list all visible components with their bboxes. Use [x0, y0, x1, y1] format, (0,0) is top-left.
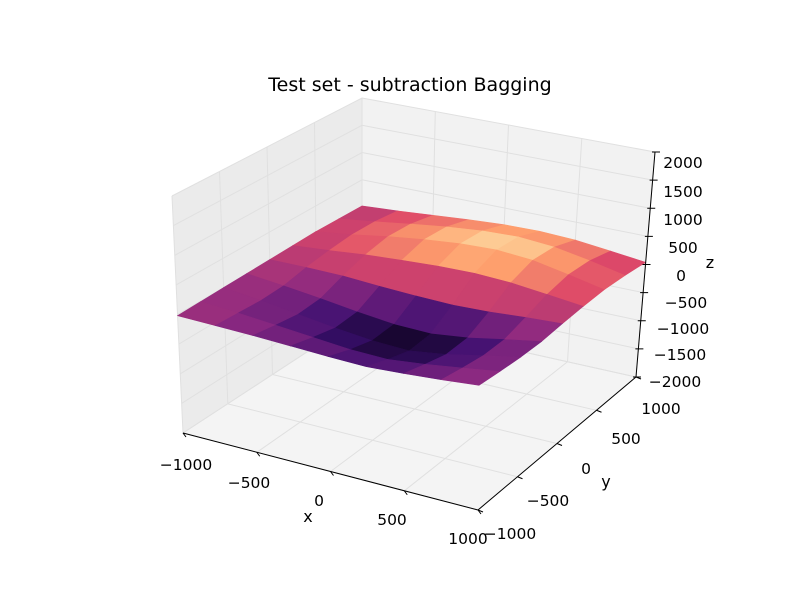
y-tick-label: 0 — [581, 460, 591, 478]
y-tick-label: 1000 — [641, 400, 680, 418]
z-tick-label: 500 — [668, 239, 698, 257]
z-grid-line — [175, 179, 648, 286]
x-axis-label: x — [303, 507, 312, 526]
z-tick-label: 1000 — [663, 211, 702, 229]
z-grid-line — [173, 124, 653, 227]
surface-face — [440, 367, 501, 386]
y-tick-label: 500 — [611, 430, 641, 448]
z-tick-label: −1000 — [657, 320, 709, 338]
z-tick-label: −500 — [665, 294, 708, 312]
x-tick-mark — [256, 451, 261, 457]
z-tick-label: −1500 — [654, 346, 706, 364]
y-tick-label: −1000 — [484, 525, 536, 543]
x-tick-label: −500 — [228, 474, 271, 492]
y-tick-mark — [477, 509, 484, 513]
y-tick-label: −500 — [527, 492, 570, 510]
y-tick-mark — [517, 476, 523, 480]
z-tick-label: 0 — [676, 267, 686, 285]
x-tick-mark — [403, 490, 408, 496]
y-axis-label: y — [601, 472, 610, 491]
y-tick-mark — [596, 409, 602, 413]
z-grid-line — [174, 151, 651, 256]
x-tick-label: 500 — [377, 511, 407, 529]
z-tick-label: −2000 — [649, 373, 701, 391]
y-tick-mark — [556, 443, 563, 446]
x-tick-label: −1000 — [160, 456, 212, 474]
x-tick-mark — [182, 432, 187, 438]
x-tick-label: 1000 — [448, 530, 487, 548]
surface-mesh — [176, 205, 647, 386]
z-axis-label: z — [706, 253, 714, 272]
z-tick-label: 1500 — [663, 183, 702, 201]
chart-title: Test set - subtraction Bagging — [267, 74, 551, 96]
tick-marks: −1000−50005001000−1000−50005001000−2000−… — [160, 151, 709, 548]
x-tick-label: 0 — [314, 492, 324, 510]
x-tick-mark — [330, 471, 334, 476]
z-tick-label: 2000 — [663, 154, 702, 172]
z-grid-line — [171, 97, 656, 197]
